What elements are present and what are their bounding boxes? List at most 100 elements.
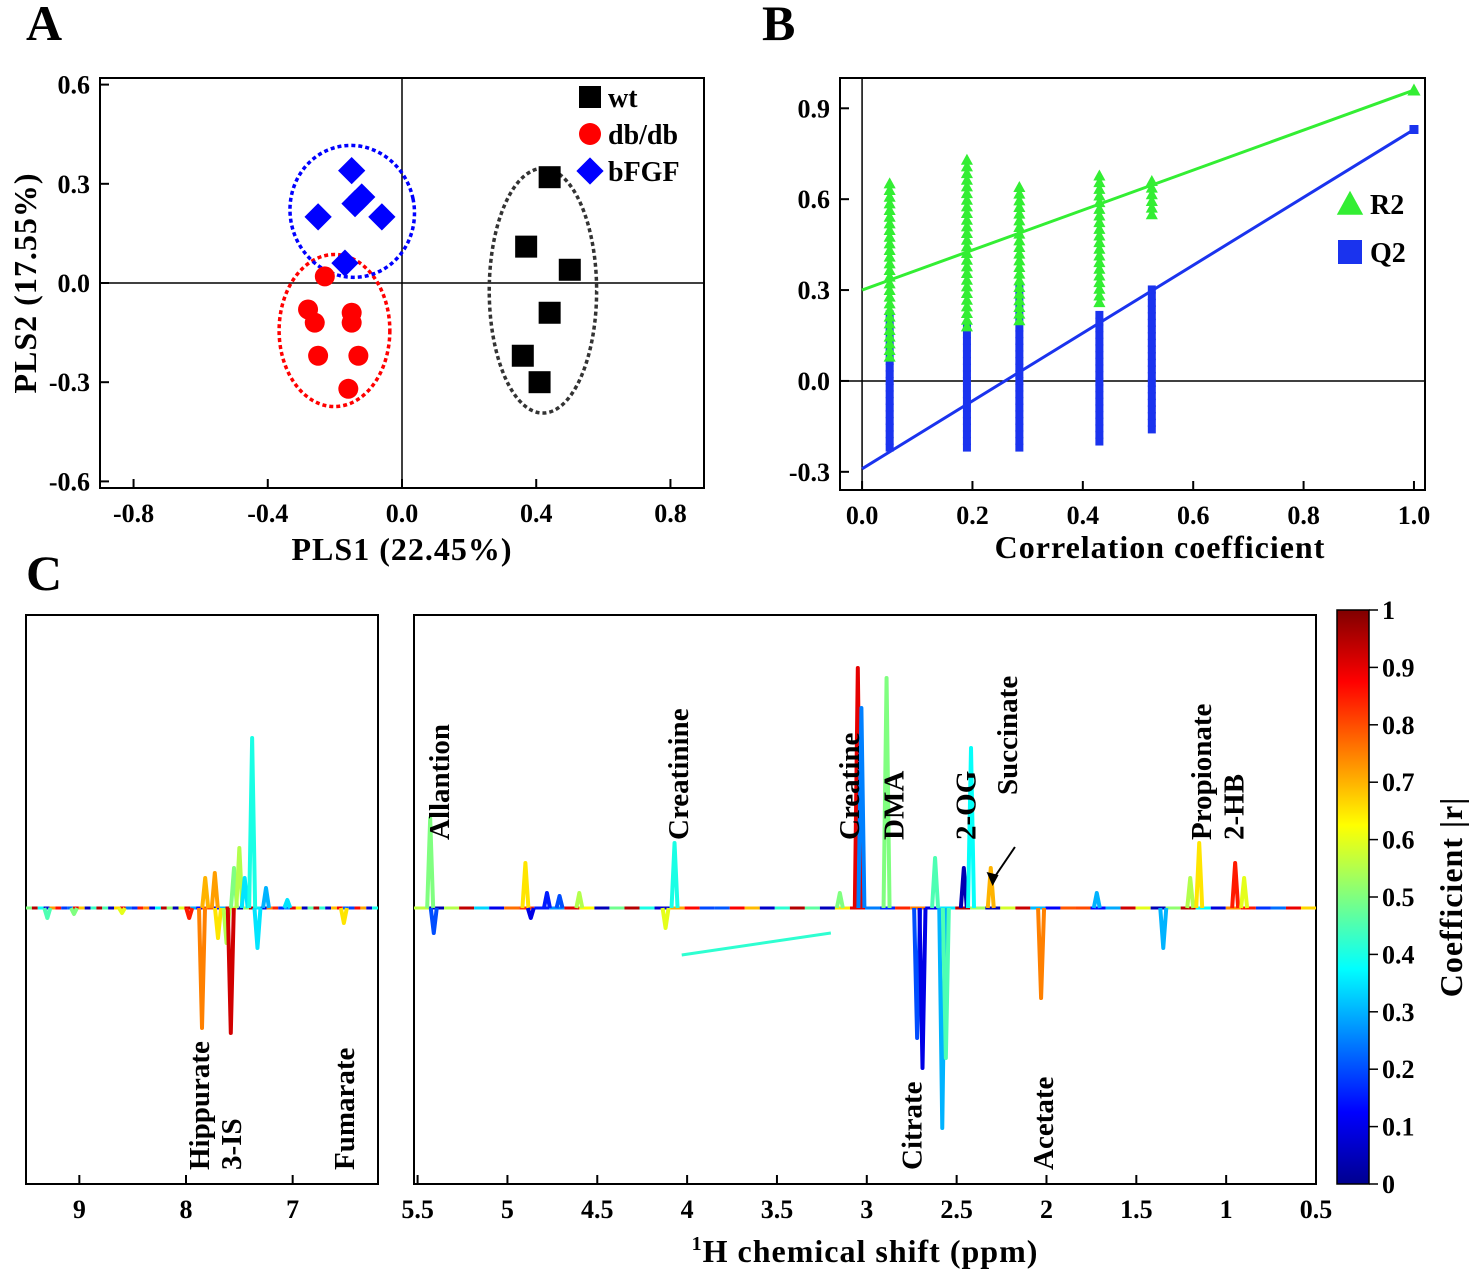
perm-point-Q2: [1147, 345, 1156, 354]
spectrum-peak: [958, 866, 969, 909]
perm-point-R2: [1013, 254, 1026, 266]
b-x-tick-label: 0.6: [1177, 501, 1210, 530]
perm-point-Q2: [1147, 425, 1156, 434]
perm-point-R2: [883, 330, 896, 342]
c-x-tick-label: 4: [681, 1195, 694, 1224]
point-wt: [538, 166, 561, 189]
perm-point-Q2: [1015, 330, 1024, 339]
fit-line-R2: [861, 88, 1415, 292]
panel-b-permutation-test: 0.0 0.2 0.4 0.6 0.8 1.00.90.60.30.0-0.3 R2Q2 …: [789, 77, 1430, 565]
perm-point-R2: [883, 204, 896, 216]
c-x-tick-label: 7: [286, 1195, 299, 1224]
spectrum-peak: [520, 861, 531, 909]
perm-point-Q2: [1015, 423, 1024, 432]
perm-point-R2: [960, 300, 973, 312]
spectrum-peak: [213, 907, 223, 940]
perm-point-R2: [1093, 189, 1106, 201]
annotation-label: 3-IS: [216, 1118, 248, 1170]
c-x-tick-label: 3: [860, 1195, 873, 1224]
spectrum-peak: [117, 906, 127, 915]
spectrum-peak: [225, 907, 236, 1035]
a-x-tick-label: -0.8: [113, 499, 154, 528]
spectrum-peak: [239, 876, 250, 909]
perm-point-Q2: [1095, 377, 1104, 386]
perm-point-R2: [883, 304, 896, 316]
annotation-label: Allantion: [424, 724, 456, 840]
perm-point-R2: [883, 343, 896, 355]
b-y-tick-label: 0.3: [798, 276, 831, 305]
spectrum-peak: [1158, 907, 1169, 950]
perm-point-R2: [883, 257, 896, 269]
perm-point-R2: [1093, 202, 1106, 214]
annotation-label: Citrate: [897, 1081, 929, 1170]
perm-point-R2: [1093, 222, 1106, 234]
perm-point-R2: [1145, 181, 1158, 193]
perm-point-Q2: [1147, 365, 1156, 374]
perm-point-Q2: [962, 416, 971, 425]
c-x-tick-label: 0.5: [1300, 1195, 1333, 1224]
point-wt: [511, 344, 534, 367]
perm-point-Q2: [885, 363, 894, 372]
perm-point-Q2: [1015, 376, 1024, 385]
perm-point-R2: [883, 290, 896, 302]
a-x-tick-label: 0.4: [520, 499, 553, 528]
perm-point-R2: [960, 273, 973, 285]
spectrum-peak: [1230, 861, 1241, 909]
perm-point-Q2: [885, 390, 894, 399]
c-x-tick-label: 2.5: [940, 1195, 973, 1224]
perm-point-R2: [960, 267, 973, 279]
perm-point-R2: [960, 293, 973, 305]
perm-point-R2: [883, 250, 896, 262]
perm-point-Q2: [885, 416, 894, 425]
spectrum-peak: [338, 907, 349, 925]
perm-point-R2: [1013, 287, 1026, 299]
perm-point-R2: [960, 220, 973, 232]
b-x-tick-label: 0.8: [1287, 501, 1320, 530]
point-bFGF: [341, 190, 369, 218]
perm-point-Q2: [1147, 292, 1156, 301]
perm-point-Q2: [962, 383, 971, 392]
perm-point-R2: [883, 230, 896, 242]
point-dbdb: [341, 312, 362, 333]
colorbar-tick-label: 0.6: [1382, 826, 1415, 855]
group-ellipse-bFGF: [288, 143, 417, 280]
perm-point-Q2: [1015, 390, 1024, 399]
colorbar-tick-label: 0.1: [1382, 1113, 1415, 1142]
legend-marker-wt: [579, 86, 601, 108]
annotation-label: Creatine: [834, 732, 866, 840]
a-y-tick-label: -0.3: [49, 368, 90, 397]
c-x-tick-label: 4.5: [581, 1195, 614, 1224]
perm-point-R2: [883, 210, 896, 222]
perm-point-R2: [1145, 208, 1158, 220]
legend-label-Q2: Q2: [1370, 238, 1406, 269]
perm-point-R2: [960, 187, 973, 199]
perm-point-Q2: [1147, 412, 1156, 421]
spectrum-peak: [184, 907, 195, 920]
perm-point-R2: [1013, 214, 1026, 226]
point-dbdb: [338, 378, 359, 399]
annotation-label: Creatinine: [663, 708, 695, 840]
perm-point-Q2: [885, 410, 894, 419]
perm-point-R2: [1093, 249, 1106, 261]
perm-point-R2: [960, 167, 973, 179]
perm-point-R2: [1013, 280, 1026, 292]
perm-point-R2: [960, 180, 973, 192]
perm-point-Q2: [962, 443, 971, 452]
perm-point-Q2: [1095, 390, 1104, 399]
spectrum-peak: [856, 706, 867, 909]
perm-point-R2: [883, 284, 896, 296]
a-y-tick-label: 0.0: [58, 269, 91, 298]
perm-point-Q2: [1147, 378, 1156, 387]
annotation-label: Succinate: [992, 676, 1024, 795]
annotation-label: Fumarate: [329, 1047, 361, 1170]
colorbar-title: Coefficient |r|: [1433, 797, 1469, 998]
perm-point-R2: [1093, 242, 1106, 254]
perm-point-R2: [1093, 269, 1106, 281]
perm-point-Q2: [1095, 330, 1104, 339]
perm-point-R2: [1013, 220, 1026, 232]
point-bFGF: [304, 203, 332, 231]
perm-point-R2: [960, 287, 973, 299]
perm-point-Q2: [1095, 357, 1104, 366]
legend-marker-Q2: [1338, 240, 1362, 264]
a-x-tick-label: 0.0: [386, 499, 419, 528]
